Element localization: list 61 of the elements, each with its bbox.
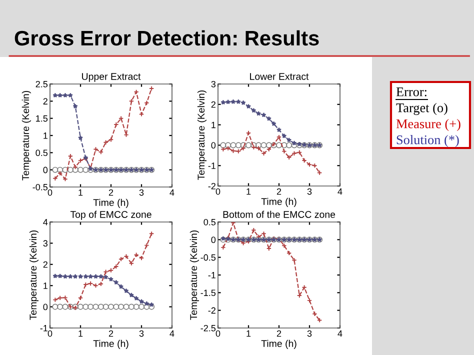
x-tick-label: 2	[108, 189, 114, 196]
x-tick-label: 4	[338, 188, 342, 195]
text: Solution (*)	[396, 135, 459, 147]
chart-title: Top of EMCC zone	[70, 210, 152, 220]
y-tick-label: 0	[43, 166, 48, 174]
y-tick-label: 0	[43, 304, 48, 310]
y-tick-label: -1	[208, 272, 216, 278]
y-tick-label: -1	[40, 325, 48, 332]
x-tick-label: 1	[78, 189, 83, 196]
y-axis-title: Temperature (Kelvin)	[29, 230, 38, 320]
x-axis-title: Time (h)	[261, 198, 296, 207]
x-tick-label: 2	[276, 330, 282, 337]
x-tick-label: 3	[139, 330, 144, 337]
x-axis-title: Time (h)	[261, 340, 296, 349]
y-tick-label: -2	[208, 182, 216, 190]
x-tick-label: 1	[78, 330, 83, 337]
chart-title: Upper Extract	[82, 73, 141, 82]
y-tick-label: 0	[211, 142, 216, 149]
y-tick-label: 1	[44, 282, 48, 289]
y-tick-label: -1.5	[200, 290, 216, 296]
y-tick-label: 2.5	[36, 80, 48, 88]
x-tick-label: 3	[307, 188, 312, 195]
y-tick-label: -0.5	[32, 184, 48, 190]
x-tick-label: 0	[216, 330, 220, 337]
y-tick-label: 0.5	[36, 150, 48, 156]
x-tick-label: 2	[276, 188, 282, 195]
text: Error:	[396, 88, 426, 96]
x-tick-label: 1	[246, 330, 251, 337]
y-tick-label: 1	[44, 132, 48, 139]
y-tick-label: -2	[208, 307, 216, 314]
x-tick-label: 1	[246, 188, 251, 195]
y-tick-label: 1.5	[36, 115, 48, 122]
x-tick-label: 0	[216, 188, 220, 195]
y-tick-label: 0	[211, 236, 216, 244]
y-tick-label: 2	[211, 101, 216, 108]
x-tick-label: 4	[338, 330, 342, 337]
chart-title: Bottom of the EMCC zone	[223, 210, 336, 218]
x-tick-label: 3	[307, 330, 312, 337]
chart-title: Lower Extract	[250, 73, 309, 80]
text: Measure (+)	[396, 119, 460, 131]
text: Gross Error Detection: Results	[14, 30, 319, 46]
y-tick-label: 4	[43, 219, 48, 226]
y-tick-label: 2	[43, 261, 48, 268]
y-tick-label: 2	[43, 98, 48, 104]
y-axis-title: Temperature (Kelvin)	[190, 230, 199, 320]
x-tick-label: 4	[170, 330, 174, 337]
y-tick-label: -1	[208, 162, 216, 169]
y-tick-label: 1	[212, 122, 216, 128]
x-axis-title: Time (h)	[93, 340, 128, 349]
y-tick-label: 0.5	[204, 218, 216, 226]
x-tick-label: 4	[170, 189, 174, 196]
x-tick-label: 2	[108, 330, 114, 337]
y-tick-label: 3	[43, 240, 48, 247]
y-tick-label: 3	[211, 80, 216, 88]
y-tick-label: -2.5	[200, 324, 216, 332]
y-tick-label: -0.5	[200, 254, 216, 261]
x-axis-title: Time (h)	[93, 198, 128, 208]
x-tick-label: 3	[139, 189, 144, 196]
y-axis-title: Temperature (Kelvin)	[22, 90, 31, 180]
y-axis-title: Temperature (Kelvin)	[197, 90, 206, 180]
text: Target (o)	[396, 103, 448, 115]
